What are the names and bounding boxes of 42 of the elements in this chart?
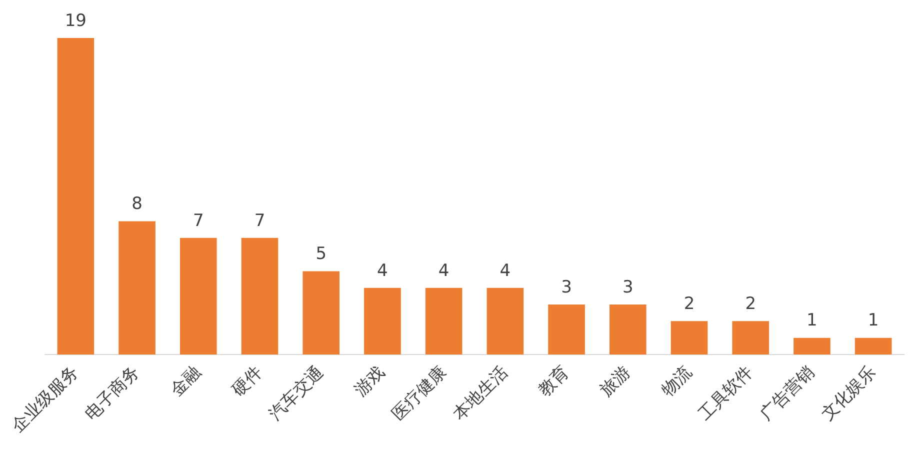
bar [302,271,340,354]
x-tick-label: 本地生活 [450,362,512,424]
bar [854,338,892,354]
x-tick-label: 工具软件 [695,362,758,424]
bar [180,238,217,354]
x-tick-label: 汽车交通 [266,362,328,424]
bar [57,38,94,354]
x-tick-label: 医疗健康 [388,362,450,424]
bar [548,304,585,354]
x-tick-label: 广告营销 [756,362,819,424]
bar [364,288,401,354]
data-label: 19 [64,10,86,31]
x-tick-label: 游戏 [350,362,390,400]
x-tick-label: 物流 [658,362,696,400]
data-label: 5 [316,244,327,264]
x-tick-label: 硬件 [228,362,266,400]
bar [241,238,278,354]
data-label: 1 [806,310,818,331]
data-label: 7 [254,210,266,231]
x-tick-label: 文化娱乐 [818,362,880,424]
bar [425,288,462,354]
x-tick-label: 企业级服务 [8,362,82,436]
data-label: 3 [622,277,634,298]
data-label: 4 [438,260,450,281]
x-tick-label: 电子商务 [81,362,144,424]
x-tick-label: 教育 [535,362,574,400]
bar [670,321,708,354]
data-label: 4 [377,260,388,281]
bar [118,221,156,354]
x-tick-label: 金融 [166,362,206,400]
data-label: 1 [868,310,879,331]
data-label: 2 [745,294,756,314]
data-label: 2 [684,294,695,314]
bar [486,288,524,354]
bar [794,338,830,354]
data-label: 3 [561,277,572,298]
x-tick-label: 旅游 [596,362,635,400]
data-label: 7 [192,210,204,231]
bar [609,304,646,354]
data-label: 8 [132,194,142,214]
data-label: 4 [500,260,511,281]
bar [732,321,770,354]
